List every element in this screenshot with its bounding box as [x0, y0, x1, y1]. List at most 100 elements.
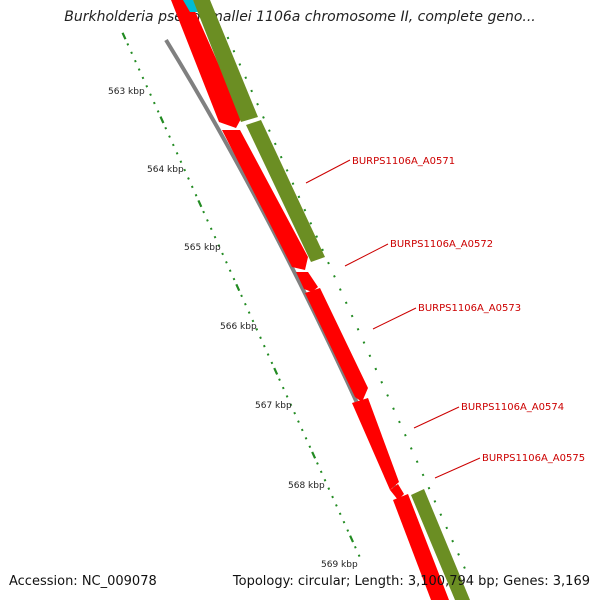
gene-reverse-7: [393, 494, 449, 600]
gene-label[interactable]: BURPS1106A_A0574: [461, 402, 564, 413]
tick-mark: [225, 260, 228, 264]
tick-mark: [232, 49, 236, 53]
tick-mark: [335, 504, 338, 507]
tick-mark: [121, 32, 127, 40]
reverse-strand-genes: [171, 0, 449, 600]
tick-mark: [244, 302, 247, 306]
tick-mark: [392, 407, 395, 411]
tick-mark: [297, 420, 300, 423]
tick-mark: [141, 76, 145, 80]
tick-mark: [278, 378, 281, 381]
tick-mark: [266, 353, 270, 356]
tick-mark: [293, 411, 296, 415]
tick-mark: [323, 478, 327, 482]
tick-mark: [356, 327, 360, 331]
accession-text: Accession: NC_009078: [9, 574, 157, 589]
tick-mark: [256, 102, 259, 106]
tick-mark: [339, 288, 342, 291]
tick-mark: [164, 126, 168, 130]
tick-mark: [315, 235, 318, 238]
gene-label[interactable]: BURPS1106A_A0573: [418, 303, 521, 314]
gene-label[interactable]: BURPS1106A_A0571: [352, 156, 455, 167]
tick-mark: [126, 43, 130, 46]
tick-mark: [327, 261, 330, 265]
tick-mark: [149, 93, 152, 96]
leader-line: [305, 159, 351, 184]
tick-mark: [175, 152, 179, 155]
gene-forward-2: [246, 120, 325, 262]
tick-mark: [255, 328, 259, 331]
gene-reverse-1: [171, 0, 242, 128]
tick-mark: [297, 195, 301, 199]
leader-line: [434, 457, 481, 479]
tick-mark: [309, 222, 313, 225]
tick-mark: [457, 553, 460, 556]
tick-mark: [350, 314, 354, 318]
tick-mark: [404, 433, 407, 437]
tick-mark: [321, 248, 324, 252]
tick-label: 567 kbp: [255, 401, 292, 411]
tick-mark: [346, 529, 350, 532]
tick-mark: [289, 403, 293, 407]
tick-mark: [263, 344, 266, 348]
tick-mark: [259, 336, 262, 340]
tick-mark: [285, 395, 289, 398]
inner-tick-marks: [121, 32, 361, 558]
gene-reverse-5: [352, 398, 399, 490]
tick-mark: [316, 462, 319, 465]
tick-mark: [374, 367, 378, 371]
tick-mark: [445, 526, 449, 530]
gene-label[interactable]: BURPS1106A_A0572: [390, 239, 493, 250]
tick-mark: [159, 116, 165, 124]
tick-mark: [268, 129, 271, 133]
tick-label: 565 kbp: [184, 243, 221, 253]
tick-mark: [333, 275, 336, 278]
tick-mark: [179, 160, 183, 164]
tick-mark: [183, 168, 187, 172]
tick-mark: [213, 235, 217, 239]
leader-line: [344, 243, 389, 267]
tick-mark: [235, 283, 241, 292]
leader-line: [413, 406, 460, 429]
tick-mark: [270, 361, 274, 365]
tick-mark: [232, 277, 236, 281]
tick-mark: [281, 386, 285, 390]
tick-label: 564 kbp: [147, 165, 184, 175]
tick-mark: [427, 486, 431, 490]
tick-mark: [156, 110, 160, 113]
tick-mark: [421, 473, 425, 477]
tick-mark: [262, 116, 265, 119]
gene-label[interactable]: BURPS1106A_A0575: [482, 453, 585, 464]
tick-mark: [349, 535, 354, 543]
outer-tick-marks: [226, 36, 466, 569]
tick-mark: [145, 84, 149, 88]
tick-mark: [279, 155, 283, 159]
tick-mark: [344, 301, 348, 305]
gene-reverse-4: [305, 288, 368, 402]
topology-info: Topology: circular; Length: 3,100,794 bp…: [232, 574, 590, 589]
gene-reverse-3: [296, 272, 318, 292]
tick-mark: [209, 227, 213, 231]
tick-mark: [171, 143, 175, 147]
tick-mark: [338, 512, 342, 516]
tick-mark: [463, 566, 466, 569]
tick-mark: [250, 89, 253, 93]
tick-label: 568 kbp: [288, 481, 325, 491]
gene-reverse-2: [222, 130, 308, 270]
tick-mark: [327, 487, 331, 490]
tick-mark: [304, 437, 308, 440]
tick-mark: [137, 68, 141, 71]
tick-mark: [240, 294, 243, 298]
tick-mark: [153, 101, 156, 105]
tick-mark: [357, 554, 361, 558]
tick-mark: [273, 142, 277, 146]
gene-partial: [183, 0, 200, 12]
gene-forward-1: [193, 0, 258, 122]
tick-label: 563 kbp: [108, 87, 145, 97]
tick-mark: [300, 428, 304, 432]
tick-mark: [202, 210, 205, 214]
tick-mark: [285, 169, 289, 172]
tick-mark: [439, 513, 443, 516]
tick-mark: [291, 182, 295, 185]
